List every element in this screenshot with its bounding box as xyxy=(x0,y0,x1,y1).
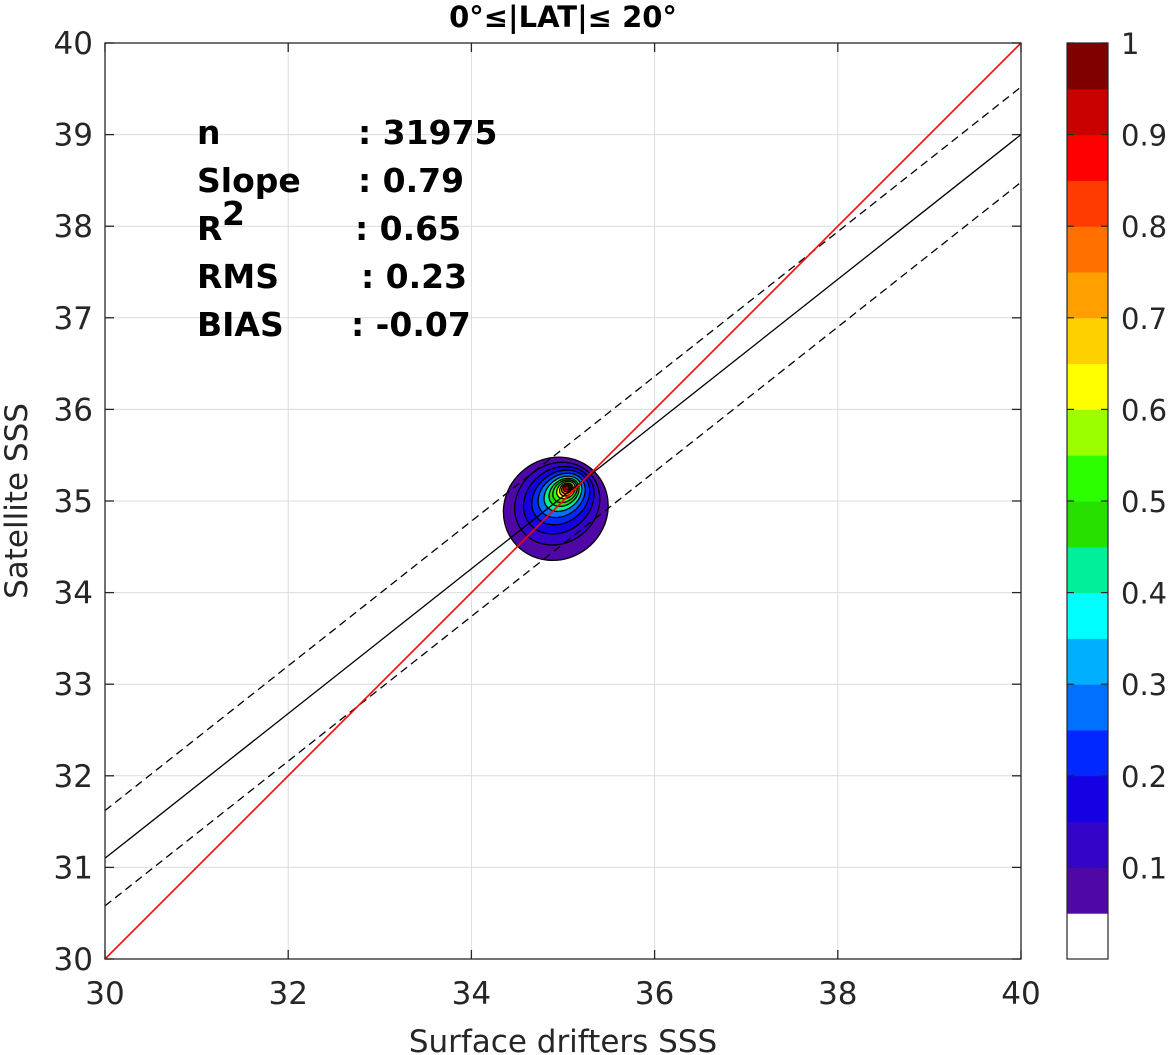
colorbar-segment xyxy=(1067,730,1108,777)
x-tick-label: 36 xyxy=(635,976,674,1012)
x-tick-label: 30 xyxy=(85,976,124,1012)
colorbar-segment xyxy=(1067,317,1108,365)
colorbar: 0.1 0.2 0.3 0.4 0.5 0.6 0.7 0.8 0.9 1 xyxy=(1066,27,1167,960)
colorbar-tick-label: 0.3 xyxy=(1121,668,1167,702)
y-tick-label: 32 xyxy=(54,759,93,795)
colorbar-tick-label: 0.9 xyxy=(1121,119,1167,153)
y-tick-label: 39 xyxy=(54,118,93,154)
colorbar-segment xyxy=(1067,134,1108,181)
colorbar-segment xyxy=(1067,88,1108,136)
chart-title: 0°≤|LAT|≤ 20° xyxy=(449,0,677,34)
colorbar-segment xyxy=(1067,775,1108,823)
colorbar-segment xyxy=(1067,546,1108,594)
y-tick-label: 36 xyxy=(54,392,93,428)
statistics-box: n : 31975 Slope : 0.79 R 2 : 0.65 RMS : 0.23 BIAS… xyxy=(197,113,498,344)
regression-line xyxy=(105,134,1021,859)
stat-label: Slope xyxy=(197,161,301,200)
colorbar-tick-label: 0.8 xyxy=(1121,210,1167,244)
stat-label: BIAS xyxy=(197,305,284,344)
y-axis-label: Satellite SSS xyxy=(0,403,35,599)
x-axis-label: Surface drifters SSS xyxy=(409,1024,717,1055)
colorbar-segment xyxy=(1067,867,1108,914)
stat-value: : 0.23 xyxy=(361,257,467,296)
colorbar-segment xyxy=(1067,180,1108,227)
colorbar-tick-label: 1 xyxy=(1121,27,1139,61)
colorbar-tick-label: 0.1 xyxy=(1121,851,1167,885)
colorbar-tick-label: 0.6 xyxy=(1121,393,1167,427)
colorbar-segment xyxy=(1067,913,1108,960)
colorbar-segment xyxy=(1067,592,1108,639)
y-tick-label: 35 xyxy=(54,484,93,520)
x-tick-label: 40 xyxy=(1001,976,1040,1012)
axis-ticks: 30 32 34 36 38 40 30 31 32 33 34 35 36 37 38 39 40 xyxy=(54,26,1041,1012)
colorbar-segment xyxy=(1067,43,1108,90)
colorbar-segment xyxy=(1067,409,1108,456)
contour-level xyxy=(564,485,570,491)
y-tick-label: 38 xyxy=(54,209,93,245)
colorbar-segment xyxy=(1067,684,1108,731)
stat-label: n xyxy=(197,113,221,152)
identity-line xyxy=(105,43,1021,959)
stat-value: : 31975 xyxy=(358,113,498,152)
colorbar-segment xyxy=(1067,455,1108,502)
grid-lines xyxy=(104,42,1022,960)
y-tick-label: 37 xyxy=(54,301,93,337)
colorbar-segment xyxy=(1067,226,1108,273)
stat-label: RMS xyxy=(197,257,279,296)
colorbar-segment xyxy=(1067,638,1108,685)
reference-lines xyxy=(105,43,1021,959)
y-tick-label: 30 xyxy=(54,942,93,978)
y-tick-label: 34 xyxy=(54,576,93,612)
colorbar-segment xyxy=(1067,821,1108,868)
colorbar-segment xyxy=(1067,363,1108,410)
colorbar-tick-label: 0.2 xyxy=(1121,760,1167,794)
y-tick-label: 33 xyxy=(54,667,93,703)
stat-value: : 0.79 xyxy=(358,161,464,200)
x-tick-label: 34 xyxy=(452,976,491,1012)
stat-value: : -0.07 xyxy=(351,305,471,344)
colorbar-segment xyxy=(1067,272,1108,319)
colorbar-segment xyxy=(1067,501,1108,548)
x-tick-label: 32 xyxy=(268,976,307,1012)
x-tick-label: 38 xyxy=(818,976,857,1012)
y-tick-label: 40 xyxy=(54,26,93,62)
stat-label: R xyxy=(197,209,222,248)
stat-value: : 0.65 xyxy=(355,209,461,248)
y-tick-label: 31 xyxy=(54,850,93,886)
colorbar-tick-label: 0.7 xyxy=(1121,302,1167,336)
colorbar-tick-label: 0.4 xyxy=(1121,577,1167,611)
colorbar-tick-label: 0.5 xyxy=(1121,485,1167,519)
stat-superscript: 2 xyxy=(222,194,245,233)
